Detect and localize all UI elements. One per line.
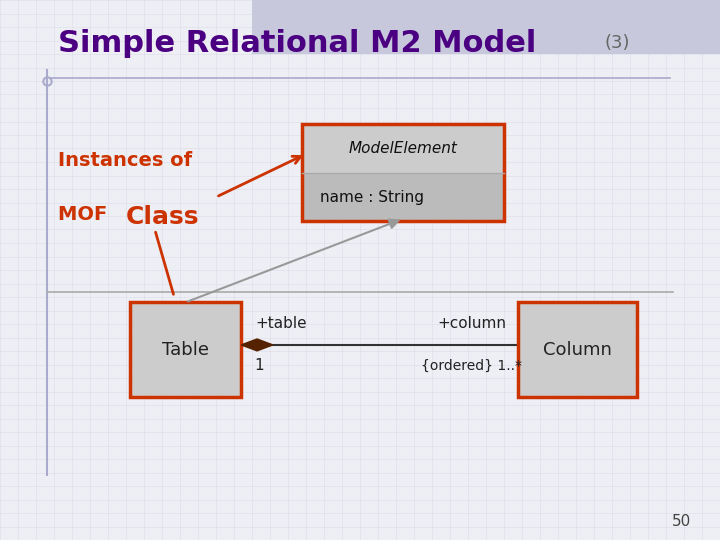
- Text: Class: Class: [126, 205, 199, 229]
- Text: Table: Table: [162, 341, 209, 359]
- Text: {ordered} 1..*: {ordered} 1..*: [421, 359, 522, 373]
- Bar: [302, 124, 504, 173]
- Bar: [518, 302, 637, 397]
- Text: +table: +table: [255, 316, 307, 332]
- Bar: [130, 302, 241, 397]
- Bar: [302, 173, 504, 221]
- Text: MOF: MOF: [58, 205, 114, 224]
- Text: 50: 50: [672, 514, 691, 529]
- Bar: [252, 0, 720, 54]
- Text: (3): (3): [605, 34, 630, 52]
- Text: Simple Relational M2 Model: Simple Relational M2 Model: [58, 29, 536, 58]
- Text: 1: 1: [254, 359, 264, 374]
- Polygon shape: [241, 339, 273, 351]
- Text: Column: Column: [544, 341, 612, 359]
- Bar: [302, 124, 504, 221]
- Text: +column: +column: [437, 316, 506, 332]
- Text: Instances of: Instances of: [58, 151, 192, 170]
- Text: name : String: name : String: [320, 190, 424, 205]
- Text: ModelElement: ModelElement: [348, 141, 458, 156]
